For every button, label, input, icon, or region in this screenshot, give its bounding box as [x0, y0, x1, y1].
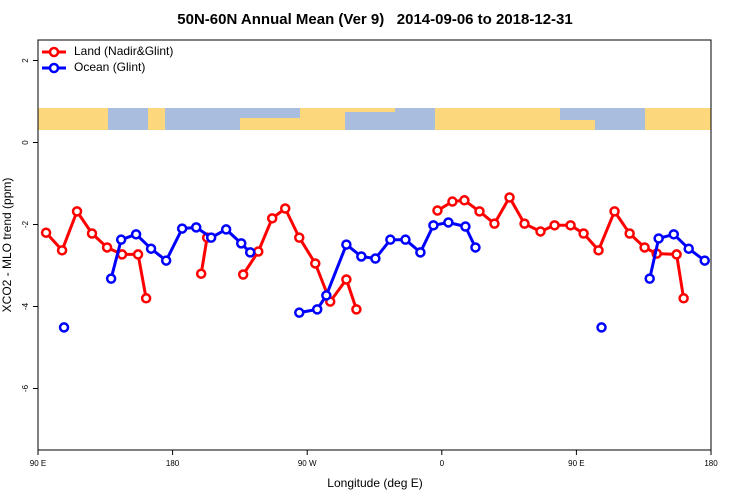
point: [596, 322, 607, 333]
y-tick-label: 0: [21, 140, 30, 145]
point: [474, 206, 485, 217]
point: [86, 228, 98, 239]
point: [311, 304, 323, 315]
point: [460, 221, 471, 232]
point: [565, 220, 576, 231]
point: [644, 273, 655, 284]
point: [459, 195, 470, 206]
x-axis-label: Longitude (deg E): [327, 476, 422, 490]
point: [678, 293, 689, 304]
x-tick-label: 90 E: [30, 459, 46, 468]
point: [653, 233, 664, 244]
point: [668, 229, 680, 240]
point: [699, 255, 710, 266]
point: [519, 218, 530, 229]
point: [195, 268, 207, 279]
point: [266, 213, 278, 224]
y-tick-label: -6: [21, 384, 30, 392]
point: [624, 228, 635, 239]
point: [71, 206, 83, 217]
x-tick-label: 180: [704, 459, 718, 468]
point: [253, 246, 264, 257]
x-tick-label: 90 E: [568, 459, 584, 468]
plot-frame: [37, 39, 712, 451]
point: [504, 192, 515, 203]
point: [40, 227, 52, 238]
point: [683, 243, 694, 254]
series-line: [44, 195, 686, 310]
point: [132, 249, 144, 260]
map-band: [38, 108, 711, 130]
point: [279, 203, 291, 214]
point: [370, 253, 381, 264]
point: [489, 218, 500, 229]
point: [639, 242, 650, 253]
x-tick-label: 0: [440, 459, 445, 468]
point: [578, 228, 589, 239]
point: [58, 322, 70, 333]
y-axis-label: XCO2 - MLO trend (ppm): [0, 178, 14, 313]
point: [160, 255, 172, 266]
point: [310, 258, 321, 269]
point: [101, 242, 113, 253]
point: [470, 242, 481, 253]
point: [341, 239, 352, 250]
point: [220, 224, 232, 235]
point: [609, 206, 620, 217]
point: [428, 220, 439, 231]
legend-marker: [48, 62, 60, 74]
x-tick-label: 180: [166, 459, 180, 468]
chart-title: 50N-60N Annual Mean (Ver 9) 2014-09-06 t…: [177, 11, 572, 28]
point: [341, 274, 352, 285]
legend-label: Land (Nadir&Glint): [74, 44, 173, 58]
point: [115, 234, 127, 245]
legend-label: Ocean (Glint): [74, 60, 145, 74]
point: [294, 307, 305, 318]
point: [190, 222, 202, 233]
point: [385, 234, 396, 245]
legend-marker: [48, 46, 60, 58]
point: [400, 234, 411, 245]
point: [130, 229, 142, 240]
point: [535, 226, 546, 237]
point: [593, 245, 604, 256]
point: [176, 223, 188, 234]
point: [237, 269, 249, 280]
y-tick-label: 2: [21, 58, 30, 63]
point: [105, 273, 117, 284]
point: [549, 220, 560, 231]
point: [447, 196, 458, 207]
point: [321, 290, 332, 301]
y-tick-label: -4: [21, 302, 30, 310]
point: [244, 247, 256, 258]
point: [356, 251, 367, 262]
y-tick-label: -2: [21, 220, 30, 228]
point: [145, 243, 157, 254]
point: [415, 247, 426, 258]
point: [671, 249, 682, 260]
point: [56, 245, 68, 256]
point: [140, 293, 152, 304]
point: [235, 238, 247, 249]
point: [443, 217, 454, 228]
point: [205, 232, 217, 243]
x-tick-label: 90 W: [298, 459, 317, 468]
point: [294, 232, 305, 243]
point: [432, 205, 443, 216]
point: [351, 304, 362, 315]
